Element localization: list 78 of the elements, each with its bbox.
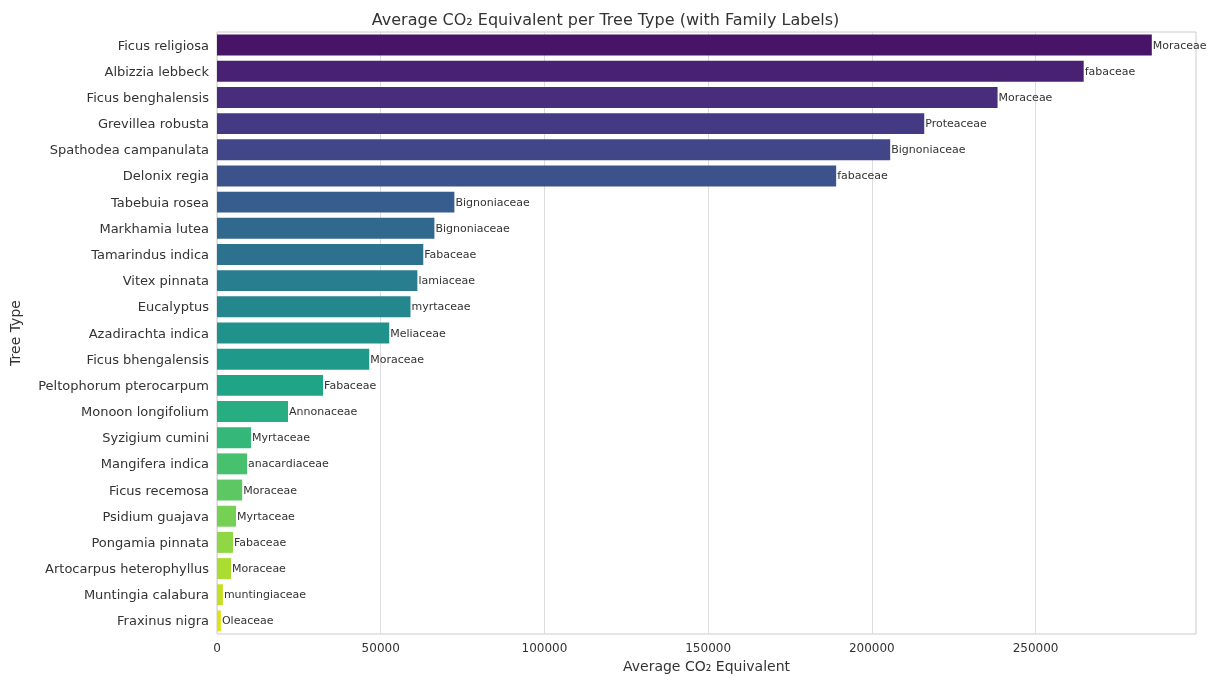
x-tick-label: 100000 (521, 641, 568, 655)
bar (217, 34, 1152, 56)
y-tick-label: Fraxinus nigra (117, 613, 209, 629)
data-label: anacardiaceae (248, 457, 330, 471)
x-tick-label: 250000 (1012, 641, 1059, 655)
bar (217, 453, 248, 475)
data-label: Moraceae (998, 90, 1053, 104)
y-tick-label: Pongamia pinnata (91, 534, 209, 550)
data-label: Bignoniaceae (891, 143, 966, 157)
y-tick-label: Ficus bhengalensis (86, 351, 210, 367)
data-label: Myrtaceae (236, 509, 296, 523)
bar (217, 401, 289, 422)
bar (217, 584, 223, 606)
bar (217, 374, 324, 396)
bar (217, 610, 221, 632)
y-tick-label: Artocarpus heterophyllus (45, 561, 210, 577)
data-label: Moraceae (1152, 38, 1207, 52)
data-label: Moraceae (370, 352, 425, 366)
x-tick-label: 0 (213, 641, 221, 655)
bar (217, 558, 232, 580)
bar (217, 165, 837, 187)
bar (217, 113, 925, 135)
data-label: Fabaceae (424, 247, 477, 261)
y-axis-title: Tree Type (7, 300, 23, 367)
y-tick-label: Markhamia lutea (99, 220, 209, 236)
y-tick-label: Muntingia calabura (83, 587, 209, 603)
data-label: lamiaceae (418, 274, 476, 288)
y-tick-label: Albizzia lebbeck (104, 63, 210, 79)
y-tick-label: Vitex pinnata (122, 273, 209, 289)
data-label: Bignoniaceae (455, 195, 530, 209)
data-label: myrtaceae (411, 300, 471, 314)
bar (217, 505, 236, 527)
data-label: Oleaceae (221, 614, 274, 628)
data-label: Proteaceae (925, 117, 988, 131)
data-label: fabaceae (1084, 64, 1136, 78)
y-tick-label: Peltophorum pterocarpum (38, 377, 209, 393)
y-tick-label: Delonix regia (122, 168, 209, 184)
data-label: Moraceae (232, 562, 287, 576)
bar (217, 531, 234, 553)
chart-title: Average CO₂ Equivalent per Tree Type (with Family Labels) (371, 9, 840, 29)
data-label: Annonaceae (289, 405, 358, 419)
bar (217, 296, 411, 318)
data-label: Meliaceae (390, 326, 446, 340)
y-tick-label: Tabebuia rosea (110, 194, 209, 210)
bar (217, 139, 891, 161)
y-tick-label: Tamarindus indica (90, 246, 209, 262)
bar (217, 86, 998, 108)
y-tick-label: Spathodea campanulata (49, 142, 209, 158)
bar (217, 270, 418, 292)
data-label: Fabaceae (234, 535, 287, 549)
y-tick-label: Azadirachta indica (88, 325, 209, 341)
data-label: Fabaceae (324, 378, 377, 392)
bar (217, 479, 243, 501)
x-tick-label: 150000 (685, 641, 732, 655)
y-tick-label: Syzigium cumini (102, 430, 209, 446)
bar (217, 60, 1084, 82)
data-label: fabaceae (837, 169, 889, 183)
bar (217, 191, 455, 213)
data-label: Moraceae (243, 483, 298, 497)
y-tick-label: Monoon longifolium (80, 404, 209, 420)
data-label: muntingiaceae (223, 588, 307, 602)
y-tick-label: Ficus religiosa (117, 37, 209, 53)
y-tick-label: Ficus recemosa (109, 482, 209, 498)
y-tick-label: Psidium guajava (102, 508, 209, 524)
y-tick-label: Ficus benghalensis (86, 89, 210, 105)
data-label: Myrtaceae (252, 431, 311, 445)
y-tick-label: Eucalyptus (137, 299, 210, 315)
x-axis-title: Average CO₂ Equivalent (622, 657, 791, 674)
data-label: Bignoniaceae (435, 221, 511, 235)
bar (217, 348, 370, 370)
y-tick-label: Grevillea robusta (97, 116, 209, 132)
bar (217, 427, 252, 449)
bar (217, 217, 435, 239)
x-tick-label: 200000 (848, 641, 895, 655)
x-tick-label: 50000 (361, 641, 400, 655)
y-tick-label: Mangifera indica (100, 456, 209, 472)
bar (217, 322, 390, 344)
bar (217, 244, 424, 265)
